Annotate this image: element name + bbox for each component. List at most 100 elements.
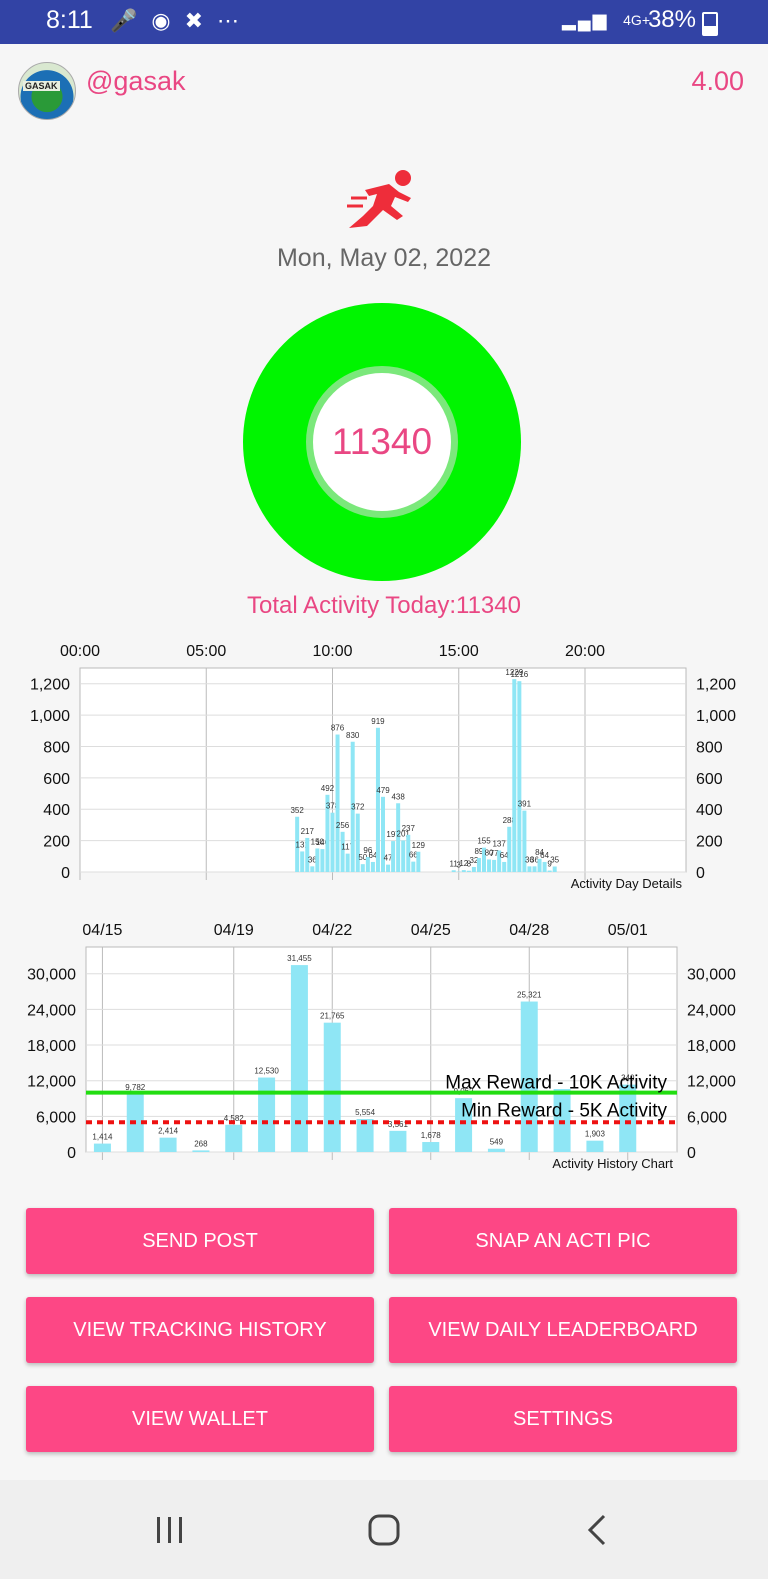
bar (350, 741, 355, 872)
view-daily-leaderboard-button[interactable]: VIEW DAILY LEADERBOARD (389, 1297, 737, 1363)
bar (547, 870, 552, 872)
y-tick-label-right: 800 (696, 739, 723, 756)
bar (422, 1142, 440, 1152)
status-time: 8:11 (46, 6, 93, 34)
bar (487, 859, 492, 872)
bar-value-label: 12 (459, 859, 468, 868)
bar (517, 681, 522, 872)
recent-apps-icon[interactable] (140, 1500, 200, 1560)
activity-day-chart: 00:00 05:00 10:00 15:00 20:00 0 0 200 200 400 400 6… (0, 636, 768, 901)
status-notification-icons: 🎤◉✖⋯ (110, 8, 254, 33)
bar-value-label: 50 (358, 853, 367, 862)
username[interactable]: @gasak (86, 66, 186, 96)
bar (406, 834, 411, 872)
bar-value-label: 3 (457, 861, 462, 870)
bar (225, 1124, 243, 1152)
bar (542, 861, 547, 872)
snap-acti-pic-button[interactable]: SNAP AN ACTI PIC (389, 1208, 737, 1274)
runner-icon (347, 170, 411, 228)
system-nav-bar (0, 1480, 768, 1579)
bar (497, 850, 502, 872)
bar-value-label: 288 (503, 816, 517, 825)
bar (527, 866, 532, 872)
bar (512, 679, 517, 872)
bar (456, 871, 461, 873)
bar (466, 870, 471, 872)
bar (325, 794, 330, 872)
x-tick-label: 05/01 (608, 922, 648, 939)
current-date: Mon, May 02, 2022 (276, 244, 491, 272)
y-tick-label-left: 800 (43, 739, 70, 756)
app-header: GASAK @gasak 4.00 (0, 44, 768, 124)
chart-caption: Activity History Chart (552, 1156, 673, 1171)
bar (532, 866, 537, 872)
bar-value-label: 36 (525, 855, 534, 864)
bar (401, 840, 406, 872)
bar (619, 1084, 637, 1152)
bar (522, 810, 527, 872)
bar-value-label: 150 (311, 837, 325, 846)
bar (586, 1140, 604, 1152)
bar-value-label: 197 (386, 830, 400, 839)
x-tick-label: 04/25 (411, 922, 451, 939)
bar-value-label: 8 (467, 860, 472, 869)
bar-value-label: 155 (477, 837, 491, 846)
bar-value-label: 66 (409, 851, 418, 860)
y-tick-label-right: 1,000 (696, 708, 736, 725)
battery-icon (702, 12, 718, 36)
view-tracking-history-button[interactable]: VIEW TRACKING HISTORY (26, 1297, 374, 1363)
y-tick-label-right: 200 (696, 834, 723, 851)
y-tick-label-left: 30,000 (27, 967, 76, 984)
y-tick-label-left: 1,200 (30, 677, 70, 694)
bar (335, 734, 340, 872)
bar (381, 796, 385, 872)
bar-value-label: 131 (296, 840, 310, 849)
bar-value-label: 117 (341, 843, 354, 852)
activity-ring: 11340 (243, 303, 521, 581)
y-tick-label-right: 30,000 (687, 967, 736, 984)
bar (502, 861, 507, 872)
home-icon[interactable] (354, 1500, 414, 1560)
bar (295, 816, 300, 872)
bar-value-label: 876 (331, 724, 345, 733)
signal-icon: ▂▄▆ (562, 10, 609, 30)
x-tick-label: 20:00 (565, 643, 605, 660)
view-wallet-button[interactable]: VIEW WALLET (26, 1386, 374, 1452)
y-tick-label-right: 0 (687, 1145, 696, 1162)
back-icon[interactable] (568, 1500, 628, 1560)
bar (355, 813, 360, 872)
bar (320, 849, 325, 872)
bar (330, 812, 335, 872)
bar (356, 1118, 374, 1152)
bar (455, 1098, 473, 1152)
bar (290, 965, 308, 1152)
bar (482, 847, 486, 872)
send-post-button[interactable]: SEND POST (26, 1208, 374, 1274)
bar-value-label: 1216 (510, 670, 528, 679)
x-tick-label: 00:00 (60, 643, 100, 660)
x-tick-label: 04/28 (509, 922, 549, 939)
x-tick-label: 04/15 (82, 922, 122, 939)
y-tick-label-left: 12,000 (27, 1074, 76, 1091)
bar-value-label: 84 (535, 848, 544, 857)
activity-ring-center (306, 366, 458, 518)
y-tick-label-right: 24,000 (687, 1002, 736, 1019)
settings-button[interactable]: SETTINGS (389, 1386, 737, 1452)
bar (396, 803, 401, 872)
x-tick-label: 04/22 (312, 922, 352, 939)
avatar[interactable]: GASAK (18, 62, 76, 120)
bar-value-label: 11 (450, 859, 459, 868)
status-bar: 8:11 🎤◉✖⋯ ▂▄▆ 4G+ 38% (0, 0, 768, 44)
bar (537, 858, 542, 872)
bar-value-label: 137 (492, 840, 506, 849)
y-tick-label-right: 0 (696, 865, 705, 882)
y-tick-label-left: 600 (43, 771, 70, 788)
network-type: 4G+ (623, 12, 650, 28)
bar-value-label: 21,765 (320, 1012, 345, 1021)
bar-value-label: 830 (346, 731, 360, 740)
bar (323, 1022, 341, 1152)
bar-value-label: 549 (490, 1138, 504, 1147)
y-tick-label-right: 6,000 (687, 1109, 727, 1126)
bar (375, 727, 380, 872)
bar (340, 831, 345, 872)
